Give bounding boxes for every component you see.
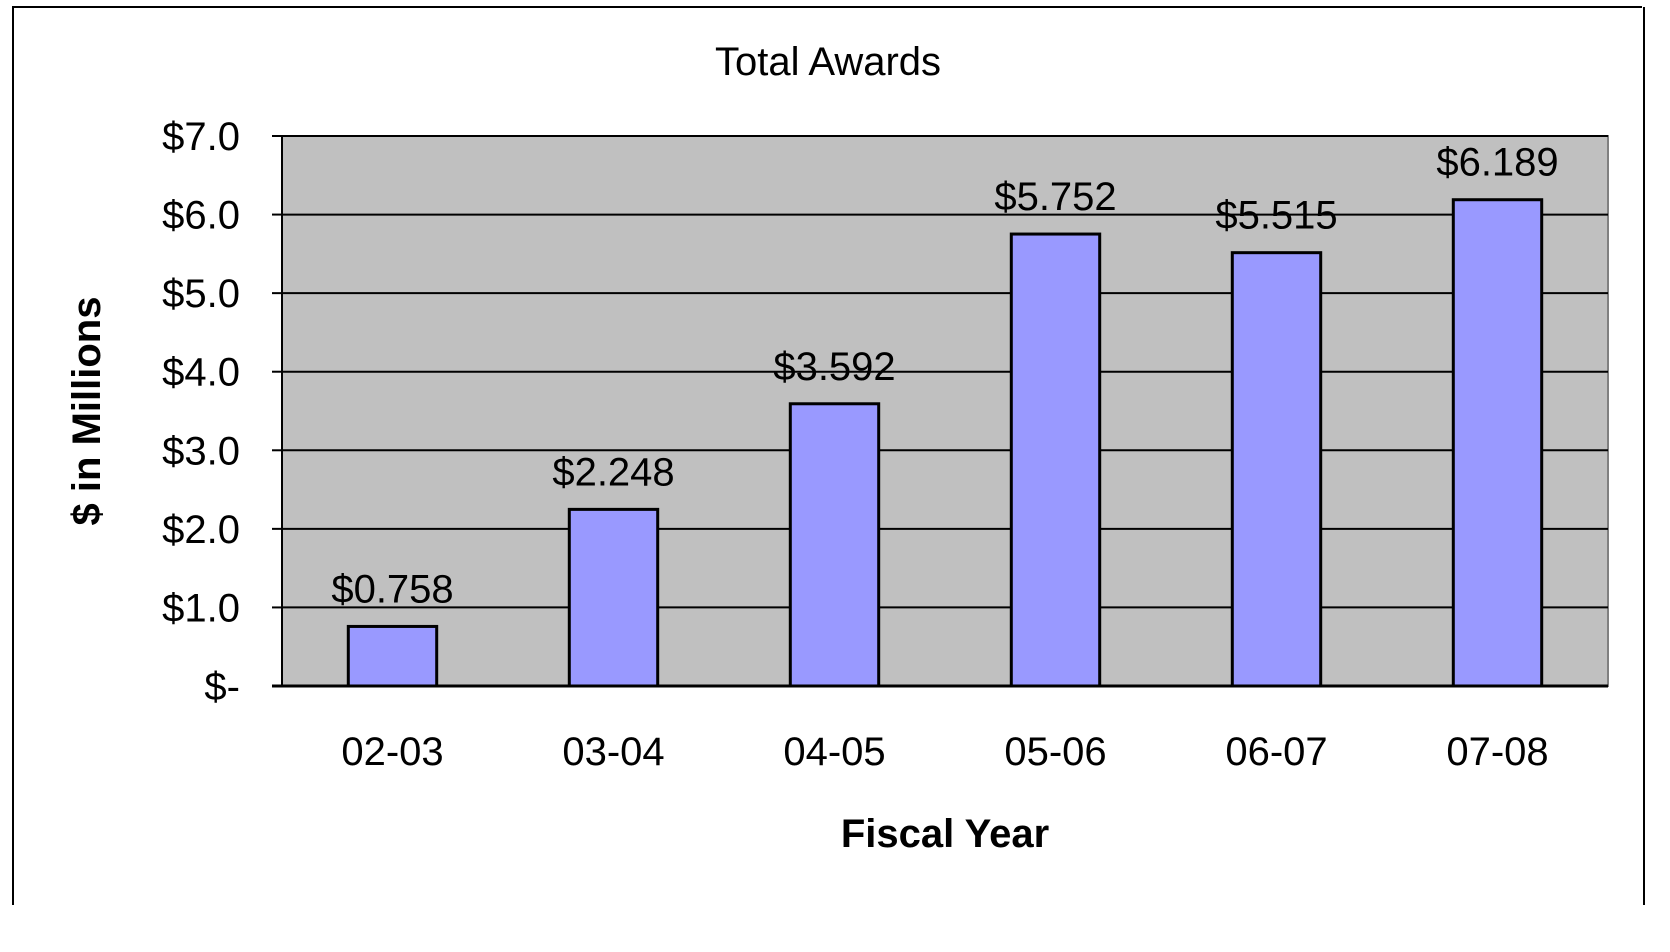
data-label: $3.592 — [773, 345, 895, 389]
data-label: $6.189 — [1436, 141, 1558, 185]
y-axis: $- $1.0 $2.0 $3.0 $4.0 $5.0 $6.0 $7.0 — [162, 115, 283, 709]
x-tick-label: 03-04 — [562, 730, 664, 774]
x-axis: 02-03 03-04 04-05 05-06 06-07 07-08 — [272, 684, 1608, 774]
y-tick-label: $- — [204, 665, 240, 709]
x-tick-label: 06-07 — [1225, 730, 1327, 774]
bar — [1009, 232, 1102, 688]
y-tick-label: $7.0 — [162, 115, 240, 159]
chart-title: Total Awards — [715, 40, 941, 84]
data-label: $5.752 — [994, 175, 1116, 219]
bar — [788, 402, 881, 688]
y-tick-label: $1.0 — [162, 586, 240, 630]
bar — [1451, 198, 1544, 688]
gridlines — [282, 135, 1608, 609]
bar — [567, 507, 660, 688]
data-label: $5.515 — [1215, 194, 1337, 238]
y-tick-label: $3.0 — [162, 429, 240, 473]
data-label: $2.248 — [552, 450, 674, 494]
x-tick-label: 05-06 — [1004, 730, 1106, 774]
plot-area — [281, 135, 1609, 687]
y-tick-label: $4.0 — [162, 351, 240, 395]
y-tick-label: $5.0 — [162, 272, 240, 316]
x-axis-title: Fiscal Year — [841, 812, 1049, 856]
y-tick-label: $6.0 — [162, 194, 240, 238]
y-axis-title: $ in Millions — [65, 297, 109, 526]
x-tick-label: 07-08 — [1446, 730, 1548, 774]
data-label: $0.758 — [331, 567, 453, 611]
x-tick-label: 02-03 — [341, 730, 443, 774]
x-tick-label: 04-05 — [783, 730, 885, 774]
bar — [1230, 251, 1323, 688]
data-labels: $0.758 $2.248 $3.592 $5.752 $5.515 $6.189 — [331, 141, 1558, 612]
y-tick-label: $2.0 — [162, 508, 240, 552]
bar — [346, 624, 439, 688]
